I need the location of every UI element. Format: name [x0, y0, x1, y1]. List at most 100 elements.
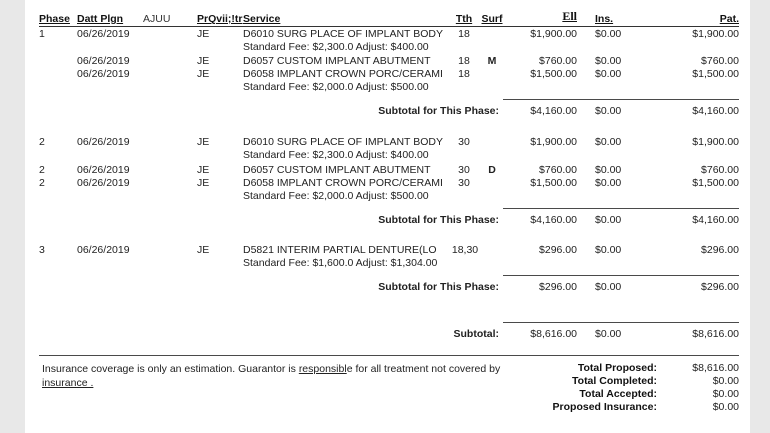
grand-subtotal-patient: $8,616.00 — [692, 328, 739, 340]
table-row-provider: JE — [197, 244, 210, 256]
column-header-service: Service — [243, 13, 281, 25]
column-header-insurance: Ins. — [595, 13, 614, 25]
table-row-insurance: $0.00 — [595, 177, 622, 189]
subtotal-patient: $4,160.00 — [692, 214, 739, 226]
total-accepted-value: $0.00 — [712, 388, 739, 400]
subtotal-fee: $296.00 — [539, 281, 577, 293]
table-row-provider: JE — [197, 55, 210, 67]
table-row-provider: JE — [197, 177, 210, 189]
table-row-tooth: 30 — [458, 177, 470, 189]
table-row-service: D6010 SURG PLACE OF IMPLANT BODY — [243, 28, 443, 40]
table-row-fee: $1,900.00 — [530, 136, 577, 148]
table-row-phase: 2 — [39, 177, 45, 189]
table-row-service: D6057 CUSTOM IMPLANT ABUTMENT — [243, 164, 431, 176]
disclaimer-part-4: for all treatment not covered by — [352, 363, 501, 375]
column-header-phase: Phase — [39, 13, 70, 25]
table-row-provider: JE — [197, 68, 210, 80]
total-proposed-label: Total Proposed: — [577, 362, 657, 374]
disclaimer-part-3: e — [346, 363, 353, 375]
disclaimer-part-2: responsibl — [298, 363, 347, 375]
table-row-service: D6058 IMPLANT CROWN PORC/CERAMI — [243, 177, 443, 189]
column-header-patient: Pat. — [719, 13, 739, 25]
table-row-date: 06/26/2019 — [77, 164, 130, 176]
table-row-phase: 2 — [39, 136, 45, 148]
table-row-note: Standard Fee: $2,000.0 Adjust: $500.00 — [243, 81, 429, 93]
table-row-fee: $1,500.00 — [530, 177, 577, 189]
total-accepted-label: Total Accepted: — [579, 388, 657, 400]
subtotal-insurance: $0.00 — [595, 105, 622, 117]
total-completed-label: Total Completed: — [572, 375, 657, 387]
table-row-surface: M — [487, 55, 497, 67]
subtotal-label: Subtotal for This Phase: — [378, 105, 499, 117]
table-row-insurance: $0.00 — [595, 244, 622, 256]
proposed-insurance-value: $0.00 — [712, 401, 739, 413]
grand-subtotal-rule — [503, 322, 739, 323]
subtotal-patient: $296.00 — [701, 281, 739, 293]
table-row-date: 06/26/2019 — [77, 136, 130, 148]
table-row-insurance: $0.00 — [595, 136, 622, 148]
subtotal-insurance: $0.00 — [595, 281, 622, 293]
table-row-fee: $1,500.00 — [530, 68, 577, 80]
proposed-insurance-label: Proposed Insurance: — [552, 401, 657, 413]
table-row-insurance: $0.00 — [595, 164, 622, 176]
treatment-plan-document: Phase Datt Plgn AJUU PrQvii;!tr Service … — [25, 0, 750, 433]
table-row-service: D6058 IMPLANT CROWN PORC/CERAMI — [243, 68, 443, 80]
table-row-patient: $1,900.00 — [692, 136, 739, 148]
table-row-patient: $1,500.00 — [692, 177, 739, 189]
table-row-date: 06/26/2019 — [77, 244, 130, 256]
table-row-insurance: $0.00 — [595, 68, 622, 80]
footer-rule — [39, 355, 739, 356]
subtotal-label: Subtotal for This Phase: — [378, 281, 499, 293]
table-row-tooth: 30 — [458, 136, 470, 148]
table-row-service: D6010 SURG PLACE OF IMPLANT BODY — [243, 136, 443, 148]
table-row-note: Standard Fee: $2,300.0 Adjust: $400.00 — [243, 149, 429, 161]
table-row-surface: D — [488, 164, 496, 176]
grand-subtotal-label: Subtotal: — [453, 328, 500, 340]
table-row-patient: $760.00 — [701, 164, 739, 176]
table-row-tooth: 18 — [458, 28, 470, 40]
table-row-tooth: 18 — [458, 68, 470, 80]
table-row-date: 06/26/2019 — [77, 68, 130, 80]
subtotal-insurance: $0.00 — [595, 214, 622, 226]
total-completed-value: $0.00 — [712, 375, 739, 387]
table-row-provider: JE — [197, 136, 210, 148]
subtotal-patient: $4,160.00 — [692, 105, 739, 117]
column-header-provider: PrQvii;!tr — [197, 13, 243, 25]
grand-subtotal-fee: $8,616.00 — [530, 328, 577, 340]
grand-subtotal-insurance: $0.00 — [595, 328, 622, 340]
table-row-tooth: 18,30 — [451, 244, 479, 256]
table-row-phase: 2 — [39, 164, 45, 176]
table-row-fee: $296.00 — [539, 244, 577, 256]
table-row-insurance: $0.00 — [595, 28, 622, 40]
subtotal-rule — [503, 208, 739, 209]
table-row-tooth: 18 — [458, 55, 470, 67]
table-row-fee: $760.00 — [539, 164, 577, 176]
column-header-surface: Surf — [481, 13, 503, 25]
table-row-patient: $1,900.00 — [692, 28, 739, 40]
disclaimer-part-1: Insurance coverage is only an estimation… — [42, 363, 299, 375]
table-row-note: Standard Fee: $2,000.0 Adjust: $500.00 — [243, 190, 429, 202]
table-row-insurance: $0.00 — [595, 55, 622, 67]
document-sheet: Phase Datt Plgn AJUU PrQvii;!tr Service … — [25, 0, 750, 433]
table-row-date: 06/26/2019 — [77, 55, 130, 67]
subtotal-fee: $4,160.00 — [530, 214, 577, 226]
disclaimer-insurance-word: insurance . — [42, 377, 94, 389]
table-row-note: Standard Fee: $1,600.0 Adjust: $1,304.00 — [243, 257, 438, 269]
table-row-provider: JE — [197, 28, 210, 40]
table-row-service: D6057 CUSTOM IMPLANT ABUTMENT — [243, 55, 431, 67]
column-header-ajuu: AJUU — [143, 13, 171, 25]
table-row-phase: 3 — [39, 244, 45, 256]
table-row-service: D5821 INTERIM PARTIAL DENTURE(LO — [243, 244, 437, 256]
total-proposed-value: $8,616.00 — [692, 362, 739, 374]
table-row-date: 06/26/2019 — [77, 28, 130, 40]
table-row-fee: $1,900.00 — [530, 28, 577, 40]
table-row-tooth: 30 — [458, 164, 470, 176]
table-row-patient: $760.00 — [701, 55, 739, 67]
page-margin-left — [0, 0, 25, 433]
subtotal-rule — [503, 99, 739, 100]
table-row-phase: 1 — [39, 28, 45, 40]
table-row-note: Standard Fee: $2,300.0 Adjust: $400.00 — [243, 41, 429, 53]
table-row-provider: JE — [197, 164, 210, 176]
table-row-date: 06/26/2019 — [77, 177, 130, 189]
page-margin-right — [750, 0, 770, 433]
